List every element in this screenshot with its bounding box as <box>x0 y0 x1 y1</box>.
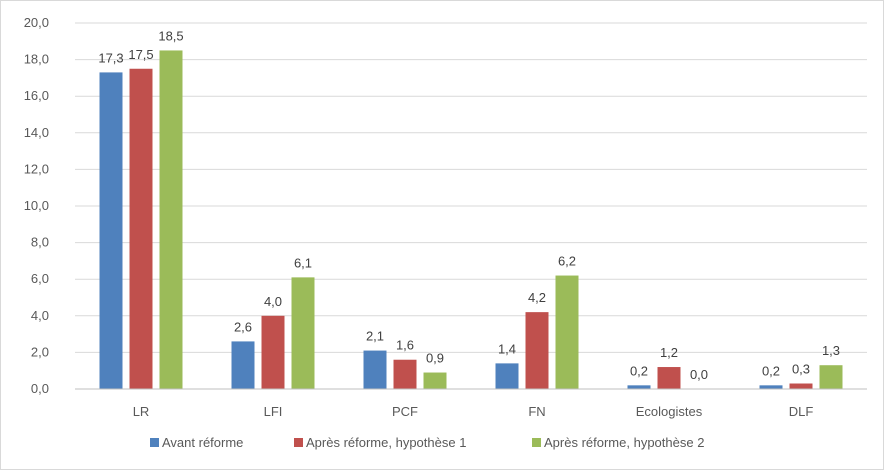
bar <box>159 50 183 389</box>
data-label: 18,5 <box>158 28 183 43</box>
bar <box>657 367 681 389</box>
x-category-label: LFI <box>264 404 283 419</box>
legend-label: Après réforme, hypothèse 1 <box>306 435 466 450</box>
y-tick-label: 16,0 <box>24 88 49 103</box>
data-label: 4,2 <box>528 290 546 305</box>
y-tick-label: 6,0 <box>31 271 49 286</box>
bar <box>789 383 813 389</box>
data-label: 2,6 <box>234 319 252 334</box>
x-category-label: DLF <box>789 404 814 419</box>
data-label: 6,1 <box>294 255 312 270</box>
legend-label: Avant réforme <box>162 435 243 450</box>
y-tick-label: 0,0 <box>31 381 49 396</box>
legend-swatch <box>294 438 303 447</box>
y-tick-label: 14,0 <box>24 125 49 140</box>
data-label: 1,2 <box>660 345 678 360</box>
bar <box>231 341 255 389</box>
bar <box>393 359 417 389</box>
data-label: 6,2 <box>558 254 576 269</box>
bar <box>363 350 387 389</box>
bar <box>261 315 285 389</box>
data-label: 0,2 <box>630 363 648 378</box>
bar <box>627 385 651 389</box>
data-label: 0,0 <box>690 367 708 382</box>
data-label: 1,6 <box>396 338 414 353</box>
y-tick-label: 2,0 <box>31 344 49 359</box>
legend-label: Après réforme, hypothèse 2 <box>544 435 704 450</box>
y-tick-label: 18,0 <box>24 52 49 67</box>
bar <box>423 372 447 389</box>
data-labels: 17,3 17,5 18,5 2,6 4,0 6,1 2,1 1,6 0,9 1,4 4,2 6,2 0… <box>98 28 840 382</box>
data-label: 17,5 <box>128 47 153 62</box>
bar <box>819 365 843 389</box>
gridlines <box>75 22 867 353</box>
y-axis-ticks: 0,0 2,0 4,0 6,0 8,0 10,0 12,0 14,0 16,0 18,0 20,0 <box>24 15 49 396</box>
y-tick-label: 8,0 <box>31 235 49 250</box>
bar <box>99 72 123 389</box>
bar <box>129 68 153 389</box>
data-label: 4,0 <box>264 294 282 309</box>
data-label: 0,2 <box>762 363 780 378</box>
legend: Avant réforme Après réforme, hypothèse 1 A… <box>150 435 704 450</box>
data-label: 1,3 <box>822 343 840 358</box>
bar <box>555 275 579 389</box>
legend-swatch <box>532 438 541 447</box>
y-tick-label: 4,0 <box>31 308 49 323</box>
y-tick-label: 10,0 <box>24 198 49 213</box>
legend-swatch <box>150 438 159 447</box>
x-axis: LR LFI PCF FN Ecologistes DLF <box>75 388 867 419</box>
data-label: 2,1 <box>366 329 384 344</box>
data-label: 0,9 <box>426 351 444 366</box>
y-tick-label: 12,0 <box>24 161 49 176</box>
x-category-label: Ecologistes <box>636 404 703 419</box>
y-tick-label: 20,0 <box>24 15 49 30</box>
data-label: 17,3 <box>98 50 123 65</box>
x-category-label: LR <box>133 404 150 419</box>
bar <box>291 277 315 389</box>
bar <box>525 312 549 389</box>
x-category-label: FN <box>528 404 545 419</box>
data-label: 0,3 <box>792 362 810 377</box>
bars <box>99 50 843 389</box>
data-label: 1,4 <box>498 341 516 356</box>
bar <box>759 385 783 389</box>
x-category-label: PCF <box>392 404 418 419</box>
bar <box>495 363 519 389</box>
